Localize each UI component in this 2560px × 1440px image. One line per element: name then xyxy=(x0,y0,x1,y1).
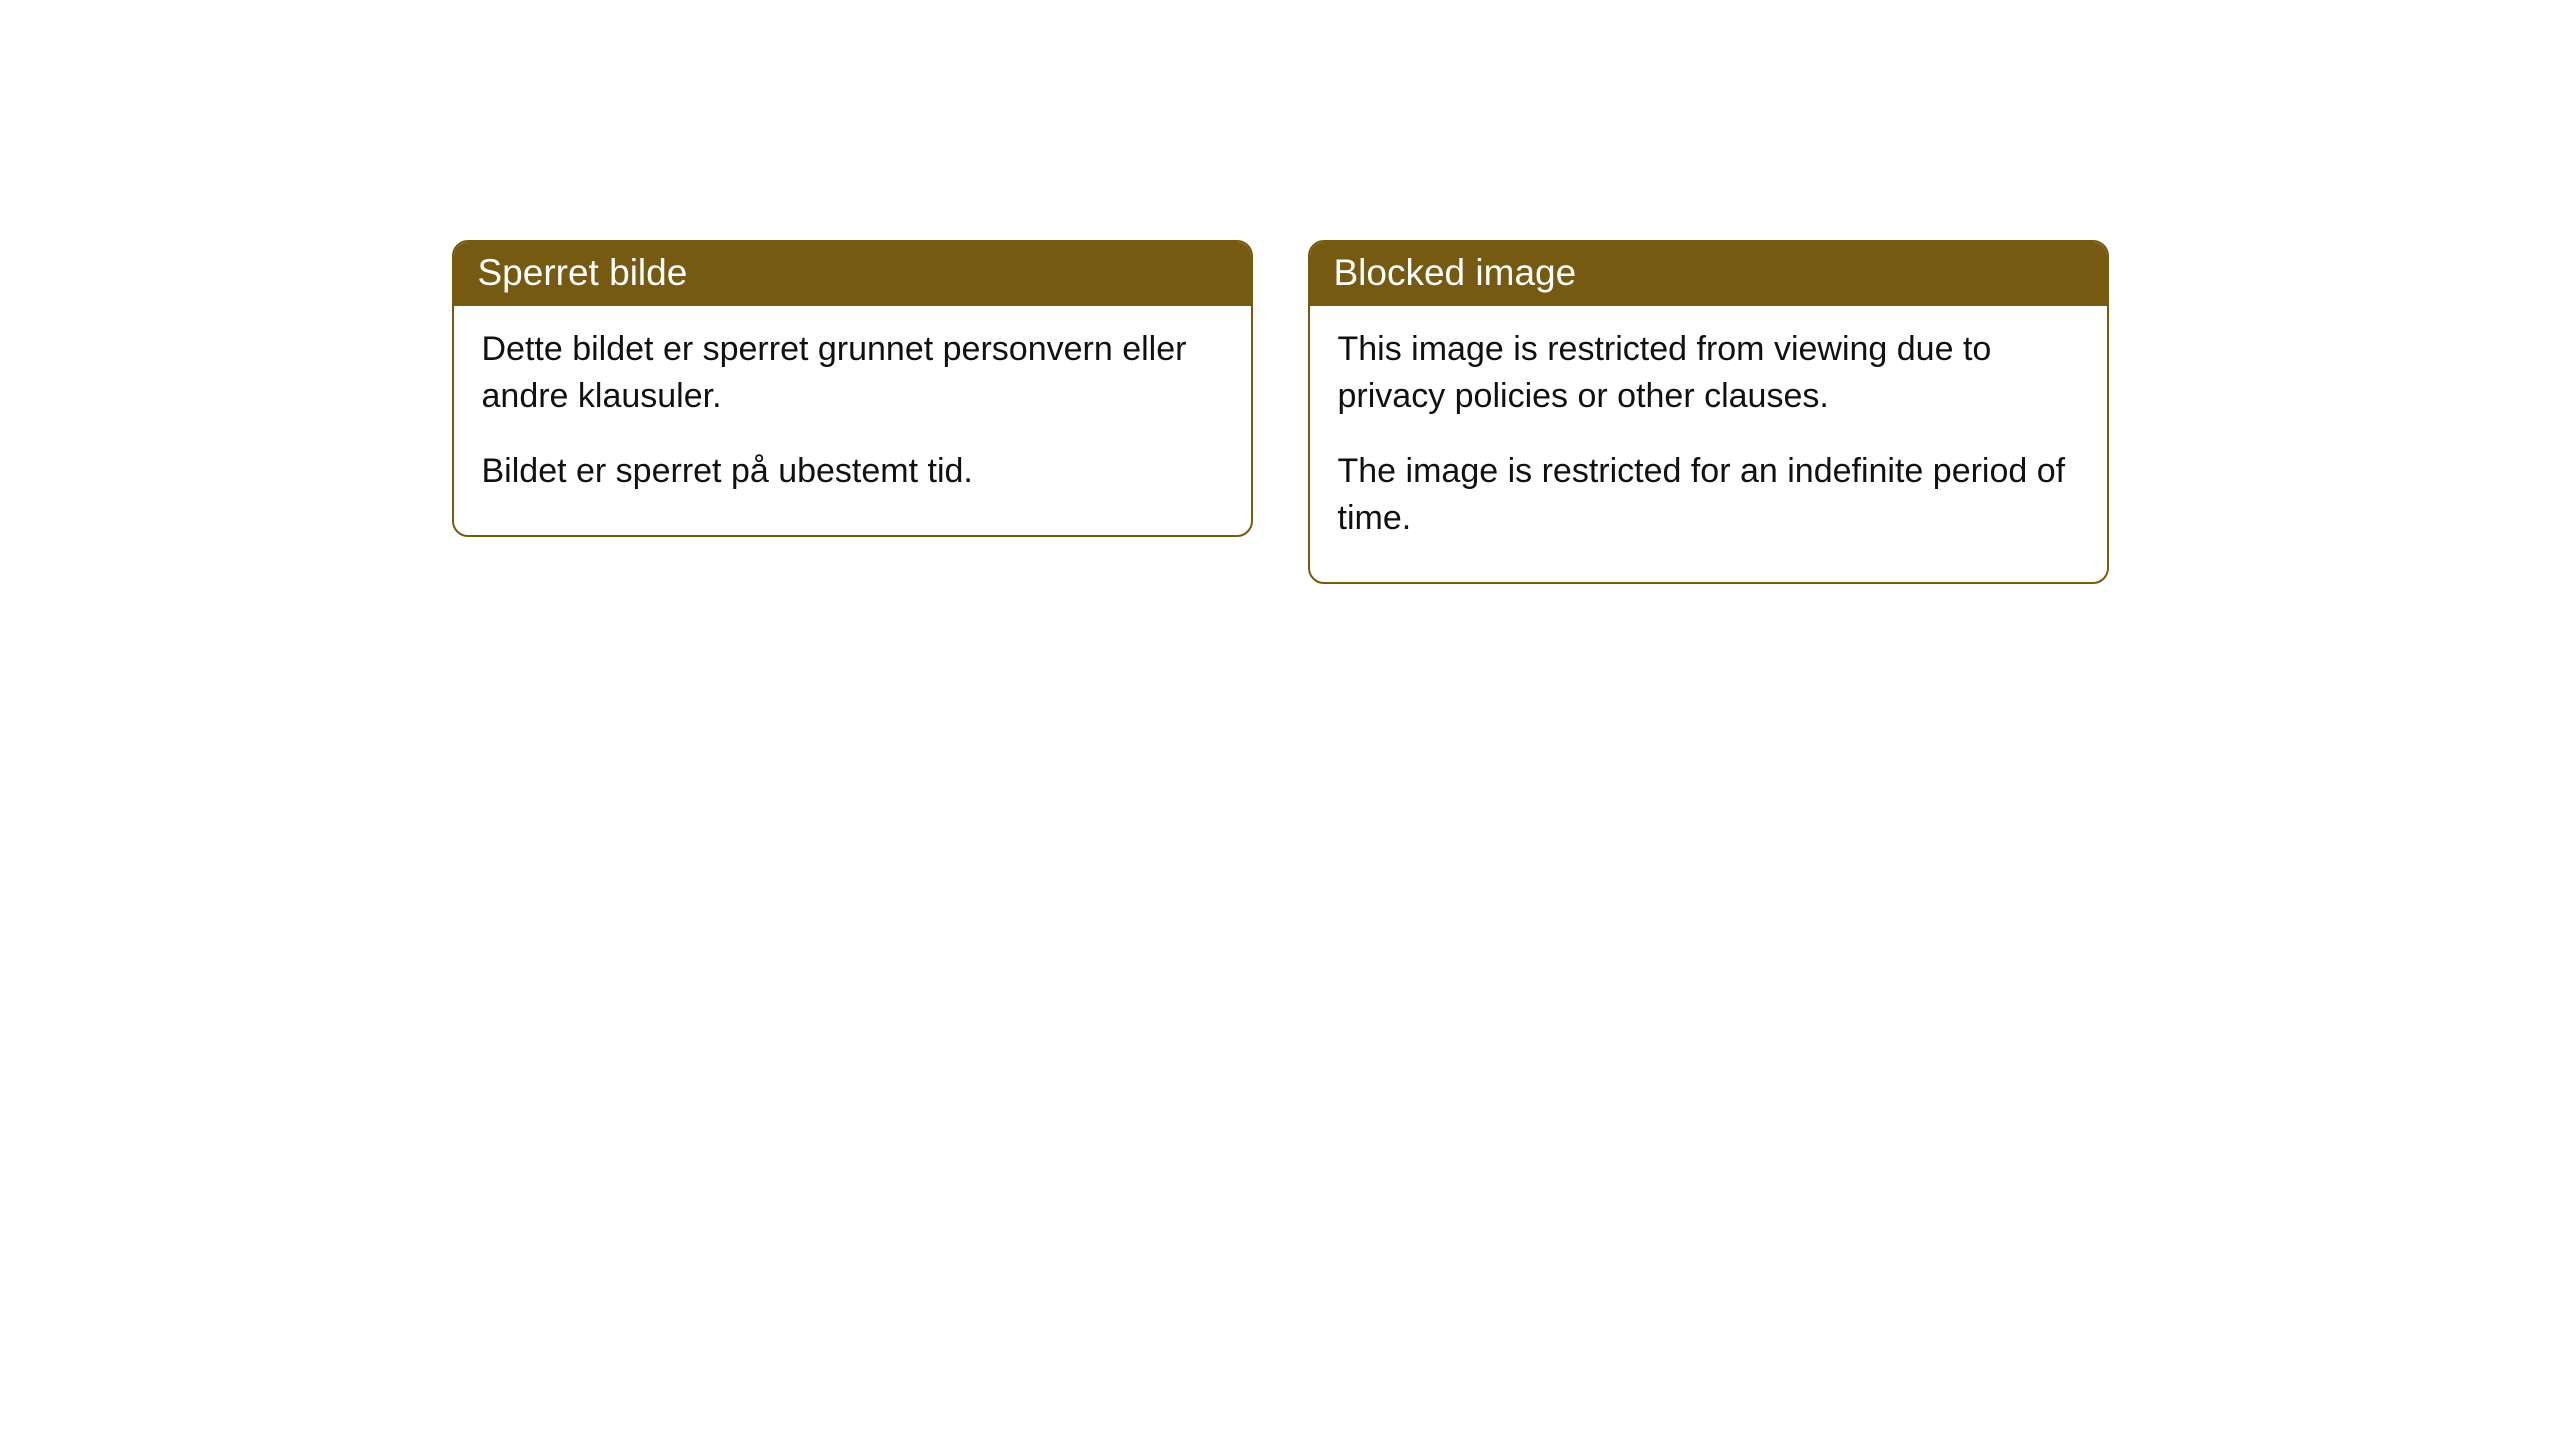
notice-box-english: Blocked image This image is restricted f… xyxy=(1308,240,2109,584)
notice-header-english: Blocked image xyxy=(1310,242,2107,306)
notice-paragraph-1-en: This image is restricted from viewing du… xyxy=(1338,326,2079,420)
notice-body-english: This image is restricted from viewing du… xyxy=(1310,306,2107,582)
notice-body-norwegian: Dette bildet er sperret grunnet personve… xyxy=(454,306,1251,535)
notice-paragraph-2-en: The image is restricted for an indefinit… xyxy=(1338,448,2079,542)
notice-paragraph-2-no: Bildet er sperret på ubestemt tid. xyxy=(482,448,1223,495)
notice-paragraph-1-no: Dette bildet er sperret grunnet personve… xyxy=(482,326,1223,420)
notice-box-norwegian: Sperret bilde Dette bildet er sperret gr… xyxy=(452,240,1253,537)
notice-header-norwegian: Sperret bilde xyxy=(454,242,1251,306)
